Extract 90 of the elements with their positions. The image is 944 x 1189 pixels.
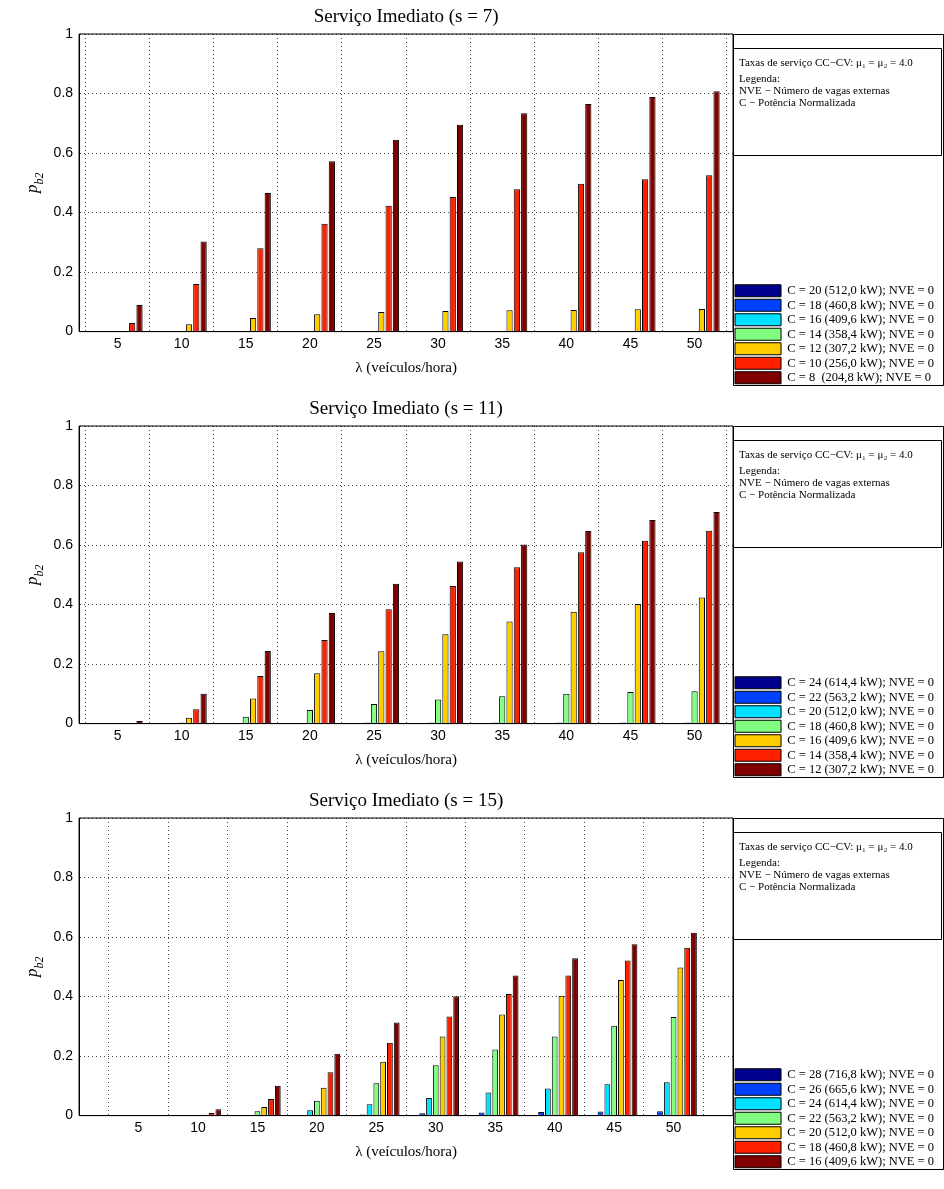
- y-tick-label: 0.6: [53, 927, 74, 944]
- x-tick-label: 10: [173, 334, 190, 351]
- legend-label: C = 20 (512,0 kW); NVE = 0: [787, 1125, 935, 1140]
- x-tick-label: 35: [494, 726, 511, 743]
- x-tick-label: 50: [686, 726, 703, 743]
- x-tick-label: 25: [368, 1118, 385, 1135]
- x-tick-label: 50: [686, 334, 703, 351]
- x-tick-label: 20: [309, 1118, 325, 1135]
- x-tick-label: 5: [134, 1118, 143, 1135]
- legend-label: C = 14 (358,4 kW); NVE = 0: [787, 326, 935, 341]
- x-tick-label: 35: [487, 1118, 504, 1135]
- y-tick-label: 0.2: [53, 654, 74, 671]
- legend-label: C = 22 (563,2 kW); NVE = 0: [787, 689, 935, 704]
- x-tick-label: 40: [546, 1118, 563, 1135]
- legend-label: C = 16 (409,6 kW); NVE = 0: [787, 733, 935, 748]
- x-tick-label: 30: [430, 334, 447, 351]
- y-tick-label: 0.8: [53, 84, 74, 101]
- y-tick-label: 1: [65, 808, 74, 825]
- x-tick-label: 25: [366, 726, 382, 743]
- text: NVE − Número de vagas externas: [739, 84, 890, 96]
- y-tick-label: 0: [65, 322, 74, 339]
- legend-label: C = 8 (204,8 kW); NVE = 0: [787, 370, 931, 385]
- x-tick-label: 15: [237, 726, 254, 743]
- y-axis-title: pb2: [22, 564, 47, 586]
- x-tick-label: 15: [237, 334, 254, 351]
- text: Legenda:: [739, 72, 780, 84]
- y-tick-label: 0.6: [53, 143, 74, 160]
- y-axis-title: pb2: [22, 956, 47, 978]
- text: C − Potência Normalizada: [739, 488, 856, 500]
- legend-label: C = 26 (665,6 kW); NVE = 0: [787, 1081, 935, 1096]
- y-tick-label: 0.2: [53, 1046, 74, 1063]
- x-axis-title: λ (veículos/hora): [355, 1142, 457, 1160]
- y-tick-label: 1: [65, 416, 74, 433]
- y-tick-label: 0.2: [53, 262, 74, 279]
- x-axis-title: λ (veículos/hora): [355, 750, 457, 768]
- legend-label: C = 12 (307,2 kW); NVE = 0: [787, 762, 935, 777]
- x-tick-label: 45: [622, 726, 639, 743]
- x-tick-label: 10: [190, 1118, 206, 1135]
- legend-label: C = 16 (409,6 kW); NVE = 0: [787, 312, 935, 327]
- x-tick-label: 30: [430, 726, 447, 743]
- x-tick-label: 45: [622, 334, 639, 351]
- legend-label: C = 16 (409,6 kW); NVE = 0: [787, 1154, 935, 1169]
- y-tick-label: 0.4: [53, 987, 74, 1004]
- text: C − Potência Normalizada: [739, 96, 856, 108]
- y-tick-label: 0: [65, 714, 74, 731]
- y-axis-title: pb2: [22, 172, 47, 194]
- text: NVE − Número de vagas externas: [739, 868, 890, 880]
- legend-label: C = 28 (716,8 kW); NVE = 0: [787, 1067, 935, 1082]
- legend-label: C = 24 (614,4 kW); NVE = 0: [787, 1096, 935, 1111]
- legend-label: C = 18 (460,8 kW); NVE = 0: [787, 1139, 935, 1154]
- legend-label: C = 14 (358,4 kW); NVE = 0: [787, 747, 935, 762]
- legend-label: C = 18 (460,8 kW); NVE = 0: [787, 718, 935, 733]
- text: Taxas de serviço CC−CV: μ₁ = μ₂ = 4.0: [739, 448, 914, 460]
- text: NVE − Número de vagas externas: [739, 476, 890, 488]
- legend-label: C = 22 (563,2 kW); NVE = 0: [787, 1110, 935, 1125]
- x-tick-label: 5: [113, 726, 122, 743]
- x-tick-label: 20: [302, 726, 318, 743]
- text: Taxas de serviço CC−CV: μ₁ = μ₂ = 4.0: [739, 56, 914, 68]
- x-tick-label: 25: [366, 334, 382, 351]
- y-tick-label: 0.8: [53, 476, 74, 493]
- x-tick-label: 15: [249, 1118, 266, 1135]
- legend-label: C = 18 (460,8 kW); NVE = 0: [787, 297, 935, 312]
- y-tick-label: 0.4: [53, 203, 74, 220]
- x-axis-title: λ (veículos/hora): [355, 358, 457, 376]
- legend-label: C = 20 (512,0 kW); NVE = 0: [787, 283, 935, 298]
- text: Taxas de serviço CC−CV: μ₁ = μ₂ = 4.0: [739, 840, 914, 852]
- legend-label: C = 10 (256,0 kW); NVE = 0: [787, 355, 935, 370]
- x-tick-label: 45: [606, 1118, 623, 1135]
- x-tick-label: 5: [113, 334, 122, 351]
- chart-title: Serviço Imediato (s = 7): [313, 5, 499, 27]
- x-tick-label: 10: [173, 726, 190, 743]
- text: Legenda:: [739, 464, 780, 476]
- text: C − Potência Normalizada: [739, 880, 856, 892]
- x-tick-label: 20: [302, 334, 318, 351]
- y-tick-label: 0.6: [53, 535, 74, 552]
- x-tick-label: 50: [665, 1118, 682, 1135]
- legend-label: C = 12 (307,2 kW); NVE = 0: [787, 341, 935, 356]
- chart-title: Serviço Imediato (s = 15): [308, 789, 504, 811]
- y-tick-label: 0.4: [53, 595, 74, 612]
- y-tick-label: 0: [65, 1106, 74, 1123]
- y-tick-label: 0.8: [53, 868, 74, 885]
- y-tick-label: 1: [65, 24, 74, 41]
- legend-label: C = 24 (614,4 kW); NVE = 0: [787, 675, 935, 690]
- x-tick-label: 40: [558, 726, 575, 743]
- chart-title: Serviço Imediato (s = 11): [309, 397, 503, 419]
- x-tick-label: 35: [494, 334, 511, 351]
- x-tick-label: 30: [427, 1118, 444, 1135]
- x-tick-label: 40: [558, 334, 575, 351]
- legend-label: C = 20 (512,0 kW); NVE = 0: [787, 704, 935, 719]
- text: Legenda:: [739, 856, 780, 868]
